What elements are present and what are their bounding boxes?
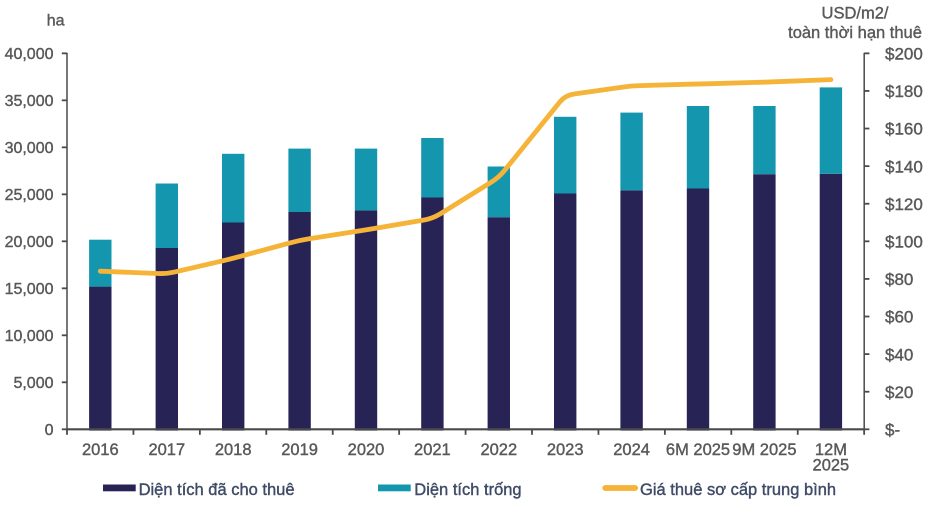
svg-text:10,000: 10,000 xyxy=(5,328,54,345)
svg-text:$20: $20 xyxy=(885,383,913,402)
svg-text:$40: $40 xyxy=(885,345,913,364)
svg-text:5,000: 5,000 xyxy=(13,375,53,392)
svg-text:2022: 2022 xyxy=(480,441,517,459)
svg-text:2023: 2023 xyxy=(547,441,584,459)
svg-text:2024: 2024 xyxy=(613,441,650,459)
svg-text:$-: $- xyxy=(885,421,900,440)
svg-text:0: 0 xyxy=(45,422,54,439)
svg-text:2017: 2017 xyxy=(148,441,185,459)
svg-text:$180: $180 xyxy=(885,82,923,101)
svg-text:20,000: 20,000 xyxy=(5,234,54,251)
svg-text:2019: 2019 xyxy=(281,441,318,459)
svg-text:$160: $160 xyxy=(885,120,923,139)
svg-text:9M 2025: 9M 2025 xyxy=(732,441,796,459)
svg-text:Diện tích trống: Diện tích trống xyxy=(414,481,521,499)
svg-text:Diện tích đã cho thuê: Diện tích đã cho thuê xyxy=(139,481,295,499)
svg-text:2025: 2025 xyxy=(813,456,850,474)
svg-text:2018: 2018 xyxy=(215,441,252,459)
svg-text:Giá thuê sơ cấp trung bình: Giá thuê sơ cấp trung bình xyxy=(640,481,836,499)
svg-text:toàn thời hạn thuê: toàn thời hạn thuê xyxy=(788,24,922,42)
svg-text:ha: ha xyxy=(47,12,65,29)
svg-text:USD/m2/: USD/m2/ xyxy=(822,5,889,23)
svg-text:2016: 2016 xyxy=(82,441,119,459)
svg-text:$140: $140 xyxy=(885,157,923,176)
svg-text:$100: $100 xyxy=(885,233,923,252)
svg-text:35,000: 35,000 xyxy=(5,93,54,110)
svg-text:2021: 2021 xyxy=(414,441,451,459)
svg-text:40,000: 40,000 xyxy=(5,46,54,63)
svg-text:15,000: 15,000 xyxy=(5,281,54,298)
svg-text:$60: $60 xyxy=(885,308,913,327)
svg-text:2020: 2020 xyxy=(348,441,385,459)
svg-text:$80: $80 xyxy=(885,270,913,289)
svg-text:$120: $120 xyxy=(885,195,923,214)
svg-text:6M 2025: 6M 2025 xyxy=(666,441,730,459)
svg-text:$200: $200 xyxy=(885,45,923,64)
svg-text:30,000: 30,000 xyxy=(5,140,54,157)
svg-text:25,000: 25,000 xyxy=(5,187,54,204)
svg-text:12M: 12M xyxy=(815,441,847,459)
